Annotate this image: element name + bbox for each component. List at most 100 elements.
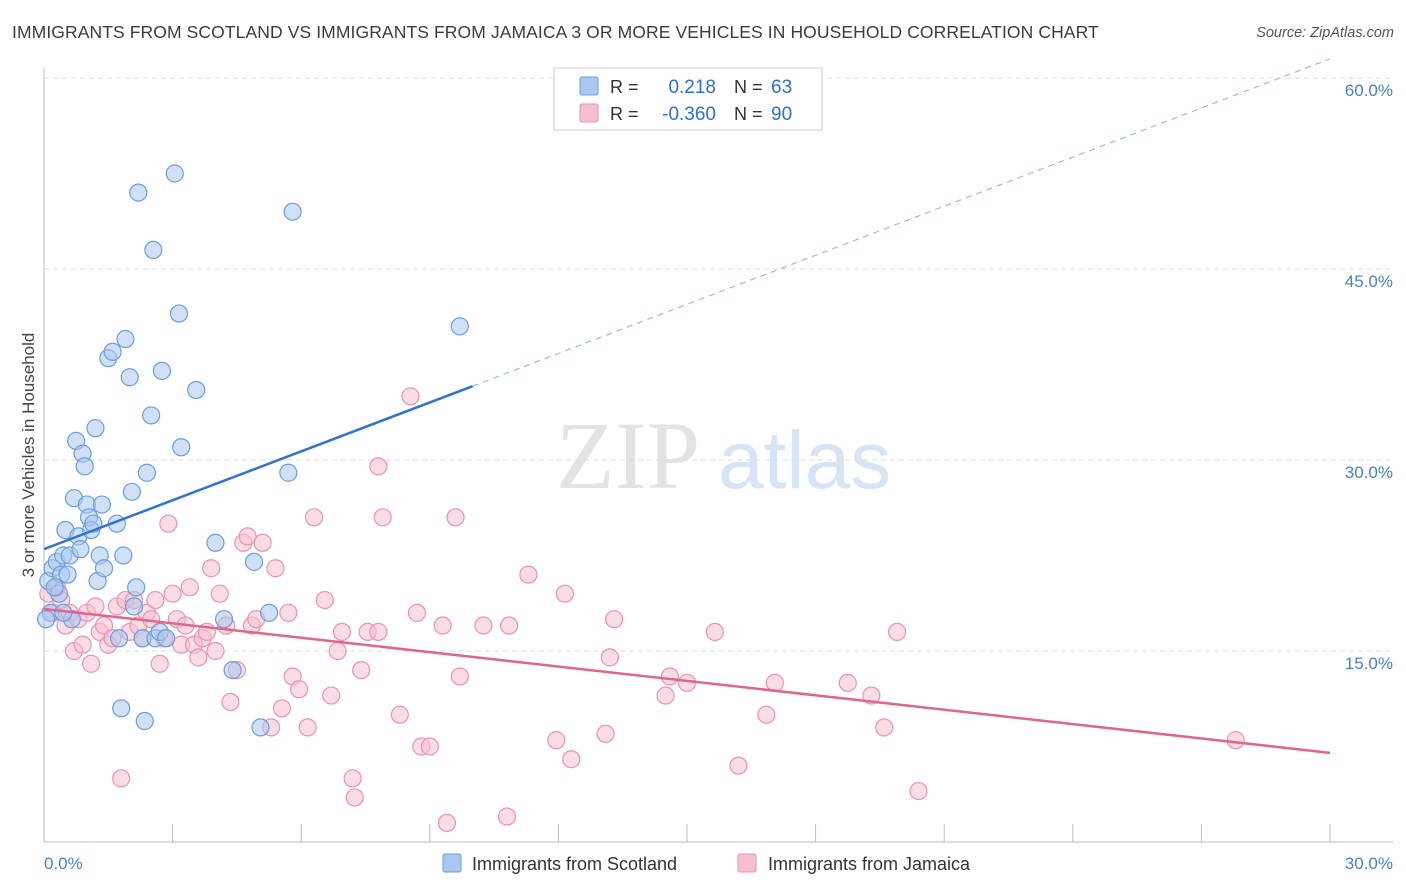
legend-n-value-scotland: 63 [771,77,792,98]
jamaica-point [332,622,352,642]
jamaica-point [238,527,257,546]
jamaica-point [94,616,114,635]
scotland-point [135,711,154,731]
scotland-point [450,317,469,336]
jamaica-point [202,559,221,578]
jamaica-point [369,457,388,476]
scotland-point [37,610,56,629]
scotland-point [157,629,176,648]
jamaica-point [705,622,724,642]
scotland-point [109,629,129,648]
scotland-point [259,603,279,622]
scotland-point [103,342,122,361]
bottom-legend-label-scotland: Immigrants from Scotland [472,854,677,874]
scotland-trend-extension [472,58,1331,387]
jamaica-point [437,813,457,833]
scotland-point [169,304,189,323]
jamaica-point [210,584,229,603]
jamaica-point [279,603,298,622]
jamaica-point [519,565,538,584]
jamaica-point [304,508,324,527]
scotland-point [152,361,171,380]
jamaica-point [328,641,347,661]
jamaica-point [600,648,619,667]
watermark-zip: ZIP [556,402,700,509]
scotland-point [142,406,161,425]
jamaica-point [322,686,341,705]
jamaica-point [497,807,517,826]
trend-lines [43,58,1331,755]
jamaica-point [500,616,519,635]
jamaica-point [343,769,362,788]
scotland-point [279,463,298,482]
jamaica-point [369,622,388,642]
y-axis-label: 3 or more Vehicles in Household [19,333,38,578]
jamaica-point [73,635,92,654]
jamaica-point [474,616,493,635]
series-legend: Immigrants from Scotland Immigrants from… [442,853,971,874]
scotland-point [223,660,242,680]
bottom-legend-swatch-scotland [442,853,462,873]
legend-swatch-scotland [579,76,599,96]
source-label: Source: ZipAtlas.com [1256,25,1394,41]
scotland-point [120,368,139,387]
jamaica-point [562,750,581,769]
scotland-point [112,699,131,718]
scotland-point [124,597,144,616]
jamaica-point [112,769,131,788]
scotland-point [214,610,234,629]
jamaica-point [146,590,165,610]
jamaica-point [909,781,928,801]
scotland-point [172,438,191,457]
bottom-legend-swatch-jamaica [737,853,757,873]
jamaica-point [159,514,178,533]
jamaica-point [401,387,420,406]
jamaica-point [253,533,272,552]
scotland-point [122,482,141,501]
scotland-point [165,164,184,183]
chart-title: IMMIGRANTS FROM SCOTLAND VS IMMIGRANTS F… [12,22,1099,42]
scotland-point [116,329,135,349]
jamaica-point [875,718,894,737]
legend-n-value-jamaica: 90 [771,104,792,125]
jamaica-point [345,788,364,807]
scotland-point [137,463,156,482]
y-tick-label: 15.0% [1345,654,1393,673]
jamaica-point [298,718,317,737]
jamaica-point [605,610,624,629]
jamaica-point [163,584,182,603]
legend-n-label-jamaica: N = [734,104,763,124]
legend-n-label-scotland: N = [734,77,763,97]
legend-swatch-jamaica [579,103,599,123]
correlation-legend: R = 0.218 N = 63 R = -0.360 N = 90 [553,67,823,131]
jamaica-point [656,686,675,705]
jamaica-point [547,731,566,750]
axes: 15.0% 30.0% 45.0% 60.0% [43,68,1393,843]
scotland-point [206,533,225,552]
y-tick-label: 60.0% [1345,81,1393,100]
scotland-point [251,718,270,737]
jamaica-point [1226,731,1245,750]
jamaica-point [407,603,427,622]
scotland-point [71,540,90,559]
jamaica-point [446,508,465,527]
jamaica-point [555,584,574,603]
jamaica-point [838,673,857,692]
legend-r-value-jamaica: -0.360 [662,104,716,125]
scotland-point [187,380,206,400]
jamaica-point [887,622,907,642]
jamaica-point [729,756,748,775]
scotland-point [283,202,302,221]
jamaica-point [266,559,285,578]
jamaica-point [86,597,105,616]
series-scotland-points [37,164,469,737]
jamaica-point [596,724,615,743]
y-tick-label: 30.0% [1345,463,1393,482]
scotland-point [86,419,105,438]
jamaica-point [189,648,208,667]
jamaica-point [206,641,225,661]
legend-r-value-scotland: 0.218 [668,77,716,98]
jamaica-point [390,705,409,724]
jamaica-point [757,705,776,724]
